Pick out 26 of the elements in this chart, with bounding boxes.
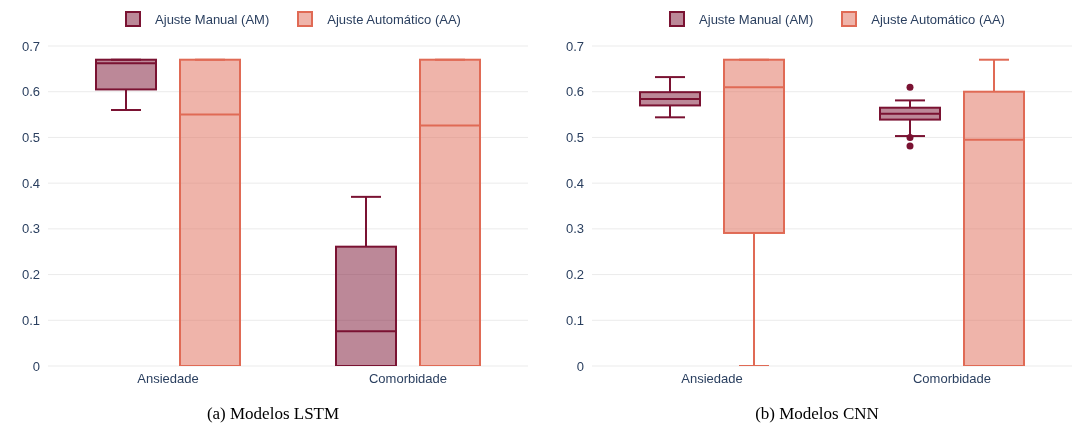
legend-label: Ajuste Automático (AA) — [327, 11, 461, 27]
y-tick-label: 0.2 — [565, 267, 584, 283]
legend-label: Ajuste Manual (AM) — [155, 11, 270, 27]
y-tick-label: 0.3 — [21, 221, 40, 237]
y-tick-label: 0.5 — [565, 130, 584, 146]
y-tick-label: 0.4 — [21, 175, 40, 191]
y-tick-label: 0.1 — [565, 312, 584, 328]
x-tick-label: Comorbidade — [368, 371, 448, 387]
y-tick-label: 0.1 — [21, 312, 40, 328]
x-tick-label: Comorbidade — [912, 371, 992, 387]
x-tick-label: Ansiedade — [137, 371, 199, 387]
y-tick-label: 0 — [576, 358, 584, 374]
text: (b) Modelos CNN — [754, 404, 880, 424]
y-tick-label: 0.6 — [565, 84, 584, 100]
y-tick-label: 0.5 — [21, 130, 40, 146]
y-tick-label: 0.4 — [565, 175, 584, 191]
y-tick-label: 0.7 — [565, 38, 584, 54]
y-tick-label: 0.6 — [21, 84, 40, 100]
legend-label: Ajuste Automático (AA) — [871, 11, 1005, 27]
y-tick-label: 0.7 — [21, 38, 40, 54]
y-tick-label: 0 — [32, 358, 40, 374]
x-tick-label: Ansiedade — [681, 371, 743, 387]
legend-label: Ajuste Manual (AM) — [699, 11, 814, 27]
text: (a) Modelos LSTM — [205, 404, 341, 424]
y-tick-label: 0.2 — [21, 267, 40, 283]
y-tick-label: 0.3 — [565, 221, 584, 237]
